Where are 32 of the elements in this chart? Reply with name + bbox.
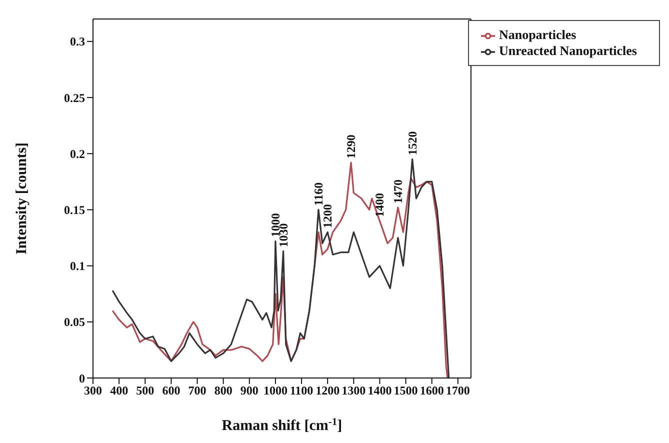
- y-tick-label: 0: [79, 371, 85, 386]
- y-tick-label: 0.05: [64, 315, 85, 330]
- x-tick-label: 700: [188, 384, 206, 398]
- x-tick-label: 1700: [446, 384, 470, 398]
- y-tick-label: 0.25: [64, 90, 85, 105]
- x-tick-label: 1400: [368, 384, 392, 398]
- x-tick-label: 400: [110, 384, 128, 398]
- x-tick-label: 1600: [420, 384, 444, 398]
- x-tick-label: 800: [214, 384, 232, 398]
- x-tick-label: 1200: [316, 384, 340, 398]
- x-tick-label: 1100: [290, 384, 314, 398]
- annotation: 1470: [390, 179, 405, 204]
- legend-label: Unreacted Nanoparticles: [498, 43, 637, 58]
- x-tick-label: 1500: [394, 384, 418, 398]
- y-tick-label: 0.1: [70, 259, 85, 274]
- x-tick-label: 600: [162, 384, 180, 398]
- annotation: 1290: [344, 134, 358, 159]
- x-tick-label: 1300: [342, 384, 366, 398]
- annotation: 1200: [320, 204, 335, 228]
- y-tick-label: 0.3: [70, 34, 85, 49]
- x-tick-label: 900: [240, 384, 258, 398]
- legend-label: Nanoparticles: [498, 27, 576, 42]
- x-tick-label: 300: [84, 384, 102, 398]
- annotation: 1520: [405, 131, 420, 156]
- y-tick-label: 0.2: [70, 146, 85, 161]
- x-axis-title: Raman shift [cm$^{-1}$]: [222, 416, 342, 434]
- x-tick-label: 1000: [263, 384, 288, 398]
- y-tick-label: 0.15: [64, 202, 85, 217]
- annotation: 1160: [311, 182, 326, 206]
- annotation: 1400: [372, 192, 387, 217]
- y-axis-title: Intensity [counts]: [14, 142, 30, 255]
- x-tick-label: 500: [136, 384, 154, 398]
